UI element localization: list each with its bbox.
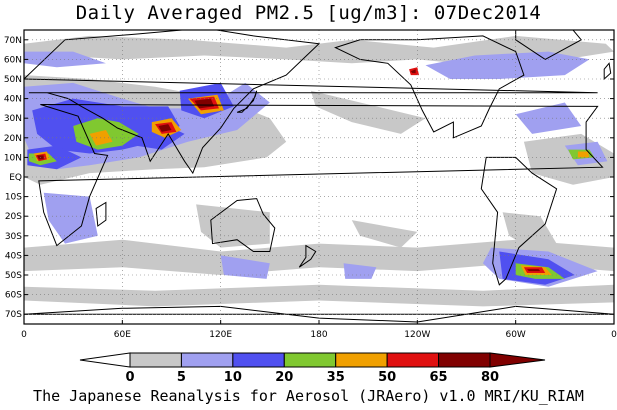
lat-label-40n: 40N bbox=[4, 95, 22, 105]
pm25-area-level-1 bbox=[502, 212, 557, 252]
colorbar-level-35: 35 bbox=[327, 370, 345, 385]
colorbar-box-7 bbox=[438, 352, 491, 368]
lat-label-10s: 10S bbox=[5, 193, 22, 203]
lat-label-30n: 30N bbox=[4, 114, 22, 124]
coastline-europe-asia bbox=[24, 30, 598, 175]
coastline-new-zealand bbox=[298, 244, 317, 268]
map-frame bbox=[23, 29, 615, 325]
colorbar-level-50: 50 bbox=[378, 370, 396, 385]
map-title: Daily Averaged PM2.5 [ug/m3]: 07Dec2014 bbox=[75, 2, 542, 24]
pm25-area-level-7 bbox=[158, 124, 172, 132]
lat-label-60n: 60N bbox=[4, 55, 22, 65]
pm25-area-level-7 bbox=[527, 269, 541, 272]
colorbar-level-65: 65 bbox=[430, 370, 448, 385]
colorbar-level-20: 20 bbox=[275, 370, 293, 385]
colorbar-box-3 bbox=[232, 352, 285, 368]
latitude-labels: 70N 60N 50N 40N 30N 20N 10N EQ 10S 20S 30S 40S 50S 60… bbox=[4, 36, 22, 320]
colorbar-box-5 bbox=[335, 352, 388, 368]
colorbar-level-0: 0 bbox=[125, 370, 134, 385]
lat-label-70s: 70S bbox=[5, 310, 22, 320]
coastline-uk bbox=[603, 62, 612, 81]
lon-label-180: 180 bbox=[310, 330, 327, 340]
coastline-japan bbox=[236, 90, 258, 113]
pm25-area-level-2 bbox=[425, 51, 590, 79]
coastline-africa bbox=[38, 104, 604, 247]
colorbar-low-triangle bbox=[79, 352, 131, 368]
coastline-australia bbox=[210, 198, 276, 252]
lon-label-120w: 120W bbox=[404, 330, 430, 340]
longitude-labels: 0 60E 120E 180 120W 60W 0 bbox=[21, 330, 617, 340]
coastline-layer bbox=[24, 30, 614, 323]
lat-label-40s: 40S bbox=[5, 251, 22, 261]
pm25-area-level-7 bbox=[410, 69, 416, 74]
colorbar: 0 5 10 20 35 50 65 80 bbox=[79, 352, 546, 385]
colorbar-box-2 bbox=[180, 352, 234, 368]
coastline-south-america bbox=[480, 156, 558, 286]
pm25-area-level-1 bbox=[196, 204, 270, 248]
lat-label-30s: 30S bbox=[5, 232, 22, 242]
coastline-greenland bbox=[515, 30, 582, 60]
colorbar-level-80: 80 bbox=[481, 370, 499, 385]
lon-label-0: 0 bbox=[21, 330, 27, 340]
pm25-area-level-1 bbox=[351, 220, 418, 248]
gridlines bbox=[23, 30, 615, 324]
colorbar-box-4 bbox=[283, 352, 337, 368]
lat-label-20n: 20N bbox=[4, 134, 22, 144]
pm25-area-level-7 bbox=[194, 98, 215, 109]
pm25-area-level-2 bbox=[220, 255, 270, 279]
pm25-area-level-5 bbox=[577, 151, 590, 158]
pm25-area-level-1 bbox=[24, 284, 614, 307]
colorbar-high-triangle bbox=[489, 352, 546, 368]
lat-label-20s: 20S bbox=[5, 212, 22, 222]
pm25-area-level-2 bbox=[43, 192, 98, 244]
lat-label-50n: 50N bbox=[4, 75, 22, 85]
pm25-area-level-1 bbox=[24, 239, 614, 275]
pm25-area-level-5 bbox=[89, 130, 113, 146]
coastline-north-america bbox=[334, 35, 525, 139]
pm25-field-layer bbox=[24, 35, 614, 307]
pm25-area-level-1 bbox=[310, 90, 426, 134]
colorbar-box-6 bbox=[386, 352, 440, 368]
lat-label-70n: 70N bbox=[4, 36, 22, 46]
lat-label-eq: EQ bbox=[9, 173, 22, 183]
lon-label-60w: 60W bbox=[505, 330, 525, 340]
lon-label-0: 0 bbox=[611, 330, 617, 340]
colorbar-level-5: 5 bbox=[177, 370, 186, 385]
colorbar-box-1 bbox=[129, 352, 182, 368]
coastline-antarctica bbox=[24, 305, 614, 323]
coastline-madagascar bbox=[95, 201, 107, 227]
lat-label-10n: 10N bbox=[4, 153, 22, 163]
lon-label-120e: 120E bbox=[209, 330, 232, 340]
credit-line: The Japanese Reanalysis for Aerosol (JRA… bbox=[33, 387, 584, 405]
lon-label-60e: 60E bbox=[114, 330, 131, 340]
colorbar-level-10: 10 bbox=[224, 370, 242, 385]
lat-label-60s: 60S bbox=[5, 291, 22, 301]
lat-label-50s: 50S bbox=[5, 271, 22, 281]
